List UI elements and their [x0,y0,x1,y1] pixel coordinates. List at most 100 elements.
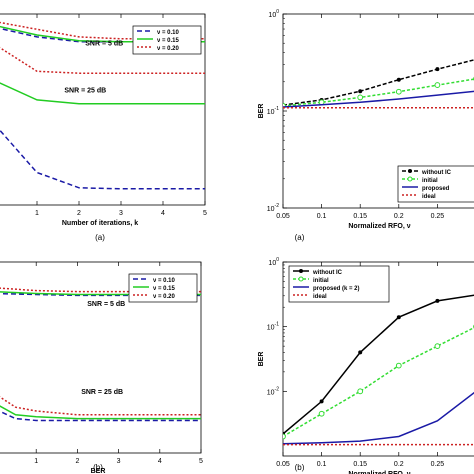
y-tick-exponent: -1 [275,322,280,328]
data-point [357,94,364,101]
data-point [395,88,402,95]
x-tick-label: 5 [199,458,203,465]
y-tick-base: 10 [267,325,275,332]
panel-caption: (a) [95,233,105,242]
y-axis-label: BER [258,104,265,119]
annotation-label: SNR = 5 dB [87,301,125,308]
data-point [358,89,363,94]
series-line-initial [283,326,474,438]
plot-frame [0,13,206,206]
legend-label: ν = 0.15 [153,286,176,292]
data-point [434,82,441,88]
x-tick-label: 3 [117,458,121,465]
legend: ν = 0.10 ν = 0.15 ν = 0.20 [128,273,198,303]
series-line-proposed-k-2- [283,391,474,445]
data-point [435,67,440,72]
y-tick-label: 100 [268,257,279,267]
data-point [396,315,401,320]
data-point [358,350,363,355]
x-tick-label: 0.05 [276,461,290,468]
panel-caption: (b) [295,463,305,472]
x-tick-label: 0.25 [431,213,445,220]
legend-box [128,273,198,303]
x-tick-label: 3 [119,210,123,217]
legend-box [132,25,202,55]
y-tick-base: 10 [268,260,276,267]
y-tick-exponent: -2 [275,203,280,209]
data-point [357,388,364,395]
data-point [318,410,325,417]
series-line-unlabeled-4 [0,405,201,420]
legend-label: proposed (k = 2) [313,286,360,292]
series-line-initial [283,78,474,107]
x-tick-label: 1 [35,210,39,217]
series-line-unlabeled-5 [0,129,205,190]
x-tick-label: 0.15 [353,213,367,220]
y-axis-label: BER [258,352,265,367]
panel-caption: (a) [295,233,305,242]
y-tick-exponent: -2 [275,386,280,392]
data-point [396,77,401,82]
legend-marker [408,169,412,173]
x-tick-label: 2 [77,210,81,217]
data-point [319,399,324,404]
legend-label: without IC [421,170,452,176]
legend-label: initial [422,178,438,184]
x-axis-label: Normalized RFO, ν [348,471,410,474]
data-point [395,362,402,369]
legend: without IC initial proposed ideal [397,165,474,203]
x-tick-label: 2 [75,458,79,465]
legend-label: ν = 0.20 [153,294,176,300]
x-tick-label: 0.2 [394,213,404,220]
legend-label: ideal [313,294,327,300]
y-tick-label: 10-1 [267,106,279,116]
x-tick-label: 0.25 [431,461,445,468]
data-point [283,433,286,440]
x-tick-label: 0.15 [353,461,367,468]
annotation-label: SNR = 5 dB [85,41,123,48]
y-tick-label: 10-1 [267,322,279,332]
legend-label: ideal [422,194,436,200]
x-tick-label: 4 [161,210,165,217]
legend-label: ν = 0.10 [153,278,176,284]
x-axis-label: BER [91,468,106,474]
series-line-unlabeled-3 [0,396,201,416]
annotation-label: SNR = 25 dB [64,87,106,94]
x-tick-label: 5 [203,210,207,217]
data-point [434,343,441,350]
series-line-without-ic [283,294,474,435]
legend-label: without IC [312,270,343,276]
y-tick-base: 10 [268,12,276,19]
x-axis-label: Normalized RFO, ν [348,223,410,230]
x-tick-label: 0.1 [317,461,327,468]
legend-label: ν = 0.10 [157,30,180,36]
legend-marker [298,276,304,282]
data-point [435,298,440,303]
y-tick-exponent: -1 [275,106,280,112]
legend-marker [299,269,303,273]
legend: without IC initial proposed (k = 2) ideal [288,265,390,303]
y-tick-base: 10 [267,206,275,213]
panel-caption: (b) [93,463,103,472]
x-axis-label: Number of iterations, k [62,220,138,227]
y-tick-base: 10 [267,109,275,116]
series-group [283,59,474,109]
annotation-label: SNR = 25 dB [81,389,123,396]
series-line-without-ic [283,59,474,106]
legend-box [288,265,390,303]
series-line-proposed [283,90,474,108]
legend-label: initial [313,278,329,284]
x-tick-label: 0.1 [317,213,327,220]
y-tick-label: 10-2 [267,386,279,396]
series-line-unlabeled-3 [0,46,205,74]
y-tick-label: 100 [268,9,279,19]
x-tick-label: 0.2 [394,461,404,468]
series-group [283,294,474,446]
legend-label: proposed [422,186,450,192]
plot-frame [0,261,202,454]
